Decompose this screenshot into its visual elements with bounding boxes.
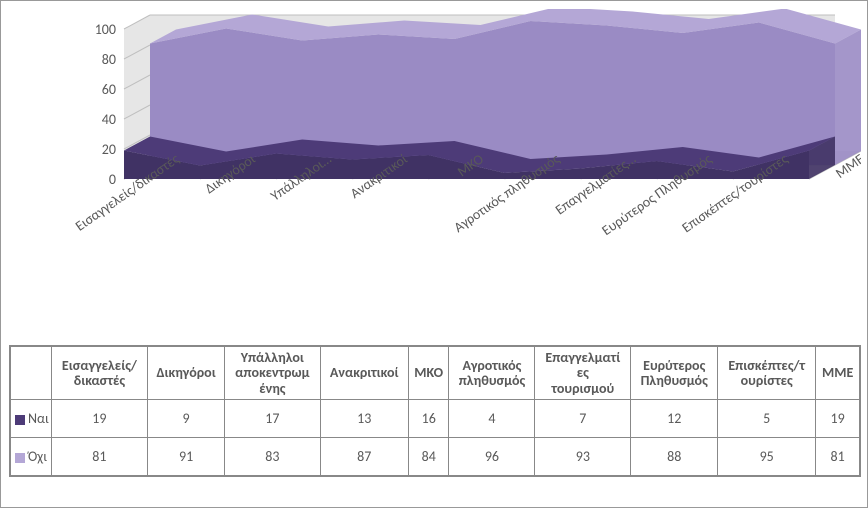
legend-swatch bbox=[15, 453, 25, 463]
svg-text:80: 80 bbox=[102, 51, 116, 68]
series-label-cell: Όχι bbox=[11, 438, 52, 476]
table-cell: 13 bbox=[320, 400, 408, 438]
table-cell: 87 bbox=[320, 438, 408, 476]
svg-text:60: 60 bbox=[102, 81, 116, 98]
table-cell: 81 bbox=[816, 438, 860, 476]
table-cell: 17 bbox=[225, 400, 320, 438]
table-cell: 95 bbox=[718, 438, 816, 476]
table-cell: 83 bbox=[225, 438, 320, 476]
series-name: Ναι bbox=[28, 410, 49, 427]
table-column-header: ΜΚΟ bbox=[408, 347, 449, 400]
table-corner-cell bbox=[11, 347, 52, 400]
data-table: Εισαγγελείς/δικαστέςΔικηγόροιΥπάλληλοιαπ… bbox=[10, 346, 860, 476]
table-cell: 9 bbox=[147, 400, 224, 438]
area-chart-3d: 020406080100Εισαγγελείς/δικαστέςΔικηγόρο… bbox=[9, 9, 861, 339]
table-cell: 81 bbox=[51, 438, 147, 476]
chart-container: 0 20 40 60 80 100 Εισαγγελείς/δικαστέςΔικηγόρο… bbox=[0, 0, 868, 508]
table-cell: 91 bbox=[147, 438, 224, 476]
table-cell: 93 bbox=[535, 438, 631, 476]
table-column-header: Επαγγελματίεςτουρισμού bbox=[535, 347, 631, 400]
table-cell: 7 bbox=[535, 400, 631, 438]
table-cell: 5 bbox=[718, 400, 816, 438]
chart-area: 020406080100Εισαγγελείς/δικαστέςΔικηγόρο… bbox=[9, 9, 861, 339]
series-name: Όχι bbox=[28, 448, 47, 465]
table-column-header: Υπάλληλοιαποκεντρωμένης bbox=[225, 347, 320, 400]
svg-text:40: 40 bbox=[102, 111, 116, 128]
table-column-header: Αγροτικόςπληθυσμός bbox=[449, 347, 535, 400]
table-cell: 96 bbox=[449, 438, 535, 476]
table-column-header: Δικηγόροι bbox=[147, 347, 224, 400]
table-cell: 16 bbox=[408, 400, 449, 438]
table-row: Ναι1991713164712519 bbox=[11, 400, 860, 438]
table-body: Ναι1991713164712519Όχι819183878496938895… bbox=[11, 400, 860, 476]
svg-text:20: 20 bbox=[102, 141, 116, 158]
svg-text:100: 100 bbox=[95, 21, 116, 38]
table-column-header: Επισκέπτες/τουρίστες bbox=[718, 347, 816, 400]
series-label-cell: Ναι bbox=[11, 400, 52, 438]
legend-swatch bbox=[15, 415, 25, 425]
table-cell: 4 bbox=[449, 400, 535, 438]
table-cell: 19 bbox=[51, 400, 147, 438]
table-cell: 19 bbox=[816, 400, 860, 438]
table-column-header: Ανακριτικοί bbox=[320, 347, 408, 400]
svg-text:0: 0 bbox=[109, 171, 116, 188]
table-cell: 84 bbox=[408, 438, 449, 476]
table-column-header: ΕυρύτεροςΠληθυσμός bbox=[631, 347, 718, 400]
table-header-row: Εισαγγελείς/δικαστέςΔικηγόροιΥπάλληλοιαπ… bbox=[11, 347, 860, 400]
table-column-header: ΜΜΕ bbox=[816, 347, 860, 400]
table-cell: 88 bbox=[631, 438, 718, 476]
data-table-wrapper: Εισαγγελείς/δικαστέςΔικηγόροιΥπάλληλοιαπ… bbox=[9, 345, 861, 477]
table-row: Όχι81918387849693889581 bbox=[11, 438, 860, 476]
table-column-header: Εισαγγελείς/δικαστές bbox=[51, 347, 147, 400]
table-cell: 12 bbox=[631, 400, 718, 438]
